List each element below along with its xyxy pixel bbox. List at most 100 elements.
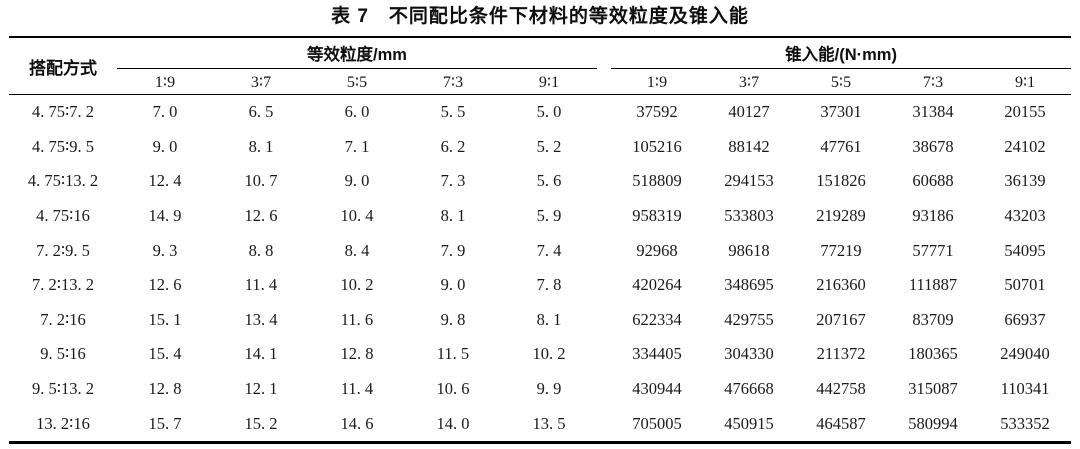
energy-value-cell: 40127 xyxy=(728,102,770,122)
size-value-cell: 14. 0 xyxy=(436,413,470,433)
energy-value-cell: 294153 xyxy=(724,171,774,191)
table-row: 7. 2∶13. 2 12. 6 11. 4 10. 2 9. 0 7. 8 420264 3… xyxy=(9,268,1071,303)
row-label: 7. 2∶13. 2 xyxy=(31,275,95,295)
size-value-cell: 11. 4 xyxy=(340,379,374,399)
energy-value-cell: 57771 xyxy=(912,240,954,260)
subheader-size-ratio-3-7: 3∶7 xyxy=(213,68,309,95)
group-gap xyxy=(597,37,612,95)
table-row: 4. 75∶16 14. 9 12. 6 10. 4 8. 1 5. 9 958319 533… xyxy=(9,199,1071,234)
row-label: 9. 5∶16 xyxy=(40,344,86,364)
row-label: 7. 2∶16 xyxy=(40,309,86,329)
size-value-cell: 14. 1 xyxy=(244,344,278,364)
energy-value-cell: 348695 xyxy=(724,275,774,295)
energy-value-cell: 464587 xyxy=(816,413,866,433)
energy-value-cell: 476668 xyxy=(724,379,774,399)
energy-value-cell: 207167 xyxy=(816,309,866,329)
group-gap-cell xyxy=(597,95,611,130)
table-body: 4. 75∶7. 2 7. 0 6. 5 6. 0 5. 5 5. 0 37592 40127… xyxy=(9,95,1071,443)
size-value-cell: 7. 0 xyxy=(152,102,178,122)
energy-value-cell: 37592 xyxy=(636,102,678,122)
table-row: 7. 2∶9. 5 9. 3 8. 8 8. 4 7. 9 7. 4 92968 98618 7… xyxy=(9,233,1071,268)
size-value-cell: 6. 0 xyxy=(344,102,370,122)
energy-value-cell: 518809 xyxy=(632,171,682,191)
size-value-cell: 12. 8 xyxy=(340,344,374,364)
size-value-cell: 15. 1 xyxy=(148,309,182,329)
size-value-cell: 8. 1 xyxy=(248,136,274,156)
size-value-cell: 7. 9 xyxy=(440,240,466,260)
row-label: 4. 75∶13. 2 xyxy=(27,171,99,191)
size-value-cell: 10. 2 xyxy=(532,344,566,364)
energy-value-cell: 211372 xyxy=(816,344,866,364)
subheader-size-ratio-7-3: 7∶3 xyxy=(405,68,501,95)
energy-value-cell: 54095 xyxy=(1004,240,1046,260)
size-value-cell: 7. 4 xyxy=(536,240,562,260)
size-value-cell: 13. 5 xyxy=(532,413,566,433)
subheader-energy-ratio-3-7: 3∶7 xyxy=(703,68,796,95)
size-value-cell: 5. 9 xyxy=(536,206,562,226)
data-table: 搭配方式 等效粒度/mm 锥入能/(N·mm) 1∶9 3∶7 5∶5 7∶3 … xyxy=(9,36,1072,444)
group-header-row: 搭配方式 等效粒度/mm 锥入能/(N·mm) xyxy=(9,37,1072,95)
size-value-cell: 6. 5 xyxy=(248,102,274,122)
energy-value-cell: 66937 xyxy=(1004,309,1046,329)
size-value-cell: 6. 2 xyxy=(440,136,466,156)
row-label: 4. 75∶9. 5 xyxy=(31,136,95,156)
energy-value-cell: 533352 xyxy=(1000,413,1050,433)
group-gap-cell xyxy=(597,268,611,303)
size-value-cell: 9. 0 xyxy=(344,171,370,191)
size-value-cell: 9. 8 xyxy=(440,309,466,329)
energy-value-cell: 47761 xyxy=(820,136,862,156)
size-value-cell: 8. 1 xyxy=(536,309,562,329)
size-value-cell: 8. 1 xyxy=(440,206,466,226)
size-value-cell: 12. 4 xyxy=(148,171,182,191)
energy-value-cell: 450915 xyxy=(724,413,774,433)
energy-value-cell: 304330 xyxy=(724,344,774,364)
row-label: 9. 5∶13. 2 xyxy=(31,379,95,399)
size-value-cell: 10. 6 xyxy=(436,379,470,399)
energy-value-cell: 622334 xyxy=(632,309,682,329)
energy-value-cell: 180365 xyxy=(908,344,958,364)
size-value-cell: 15. 7 xyxy=(148,413,182,433)
size-value-cell: 15. 2 xyxy=(244,413,278,433)
group-gap-cell xyxy=(597,130,611,165)
size-value-cell: 14. 9 xyxy=(148,206,182,226)
energy-value-cell: 43203 xyxy=(1004,206,1046,226)
size-value-cell: 7. 8 xyxy=(536,275,562,295)
size-value-cell: 8. 4 xyxy=(344,240,370,260)
size-value-cell: 10. 4 xyxy=(340,206,374,226)
energy-value-cell: 110341 xyxy=(1000,379,1050,399)
table-row: 13. 2∶16 15. 7 15. 2 14. 6 14. 0 13. 5 705005 4… xyxy=(9,406,1071,442)
energy-value-cell: 98618 xyxy=(728,240,770,260)
group-gap-cell xyxy=(597,337,611,372)
size-value-cell: 5. 2 xyxy=(536,136,562,156)
energy-value-cell: 151826 xyxy=(816,171,866,191)
column-header-pairing-mode: 搭配方式 xyxy=(9,37,117,95)
group-gap-cell xyxy=(597,164,611,199)
group-gap-cell xyxy=(597,372,611,407)
energy-value-cell: 24102 xyxy=(1004,136,1046,156)
subheader-energy-ratio-1-9: 1∶9 xyxy=(611,68,704,95)
energy-value-cell: 429755 xyxy=(724,309,774,329)
energy-value-cell: 442758 xyxy=(816,379,866,399)
table-row: 4. 75∶13. 2 12. 4 10. 7 9. 0 7. 3 5. 6 518809 2… xyxy=(9,164,1071,199)
table-title: 表 7 不同配比条件下材料的等效粒度及锥入能 xyxy=(331,6,749,27)
subheader-size-ratio-5-5: 5∶5 xyxy=(309,68,405,95)
energy-value-cell: 83709 xyxy=(912,309,954,329)
size-value-cell: 10. 7 xyxy=(244,171,278,191)
table-row: 4. 75∶9. 5 9. 0 8. 1 7. 1 6. 2 5. 2 105216 8814… xyxy=(9,130,1071,165)
size-value-cell: 5. 0 xyxy=(536,102,562,122)
energy-value-cell: 315087 xyxy=(908,379,958,399)
group-header-cone-penetration-energy: 锥入能/(N·mm) xyxy=(611,37,1072,69)
row-label: 4. 75∶16 xyxy=(36,206,90,226)
energy-value-cell: 88142 xyxy=(728,136,770,156)
size-value-cell: 12. 8 xyxy=(148,379,182,399)
energy-value-cell: 31384 xyxy=(912,102,954,122)
size-value-cell: 11. 4 xyxy=(244,275,278,295)
energy-value-cell: 92968 xyxy=(636,240,678,260)
size-value-cell: 10. 2 xyxy=(340,275,374,295)
group-gap-cell xyxy=(597,303,611,338)
size-value-cell: 13. 4 xyxy=(244,309,278,329)
energy-value-cell: 50701 xyxy=(1004,275,1046,295)
table-row: 7. 2∶16 15. 1 13. 4 11. 6 9. 8 8. 1 622334 4297… xyxy=(9,303,1071,338)
energy-value-cell: 111887 xyxy=(908,275,958,295)
